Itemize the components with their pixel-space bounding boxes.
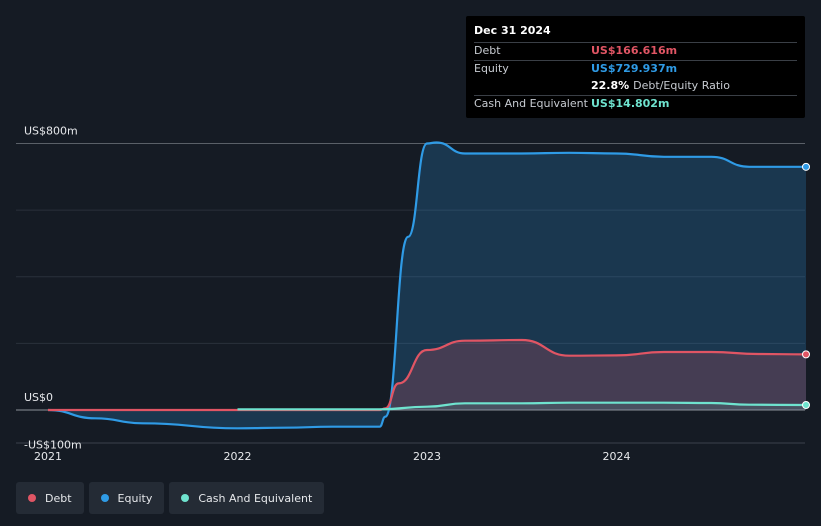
tooltip-equity-label: Equity (474, 62, 509, 75)
tooltip-cash-label: Cash And Equivalent (474, 97, 588, 110)
cash-dot-icon (181, 494, 190, 502)
line-cash-and-equivalent (237, 401, 807, 411)
legend-label-cash: Cash And Equivalent (198, 491, 313, 505)
legend: Debt Equity Cash And Equivalent (16, 482, 325, 514)
endpoint-cash-and-equivalent (802, 401, 810, 410)
legend-item-equity[interactable]: Equity (88, 482, 165, 514)
debt-dot-icon (28, 494, 36, 502)
y-axis-labels: US$800m US$0 -US$100m (24, 125, 82, 452)
endpoint-equity (802, 162, 810, 171)
line-equity (47, 141, 806, 430)
tooltip-row-ratio: 22.8% Debt/Equity Ratio (474, 78, 797, 95)
x-axis-labels: 2021 2022 2023 2024 (34, 450, 631, 463)
area-cash-and-equivalent (237, 402, 806, 410)
tooltip-ratio-label: Debt/Equity Ratio (633, 79, 730, 92)
equity-dot-icon (100, 494, 109, 502)
tooltip-row-equity: Equity US$729.937m (474, 60, 797, 78)
legend-item-cash[interactable]: Cash And Equivalent (169, 482, 325, 514)
legend-item-debt[interactable]: Debt (16, 482, 84, 514)
series-areas (48, 142, 806, 429)
tooltip-debt-value: US$166.616m (591, 44, 678, 57)
tooltip-ratio-value: 22.8% (591, 79, 630, 92)
y-tick-label: US$0 (24, 391, 53, 404)
tooltip-debt-label: Debt (474, 44, 501, 57)
series-endpoints (802, 162, 810, 410)
y-tick-label: US$800m (24, 125, 78, 138)
x-tick-label: 2021 (34, 450, 62, 463)
tooltip-row-cash: Cash And Equivalent US$14.802m (474, 95, 797, 113)
tooltip-panel: Dec 31 2024 Debt US$166.616m Equity US$7… (466, 16, 805, 118)
tooltip-cash-value: US$14.802m (591, 97, 670, 110)
x-tick-label: 2024 (603, 450, 631, 463)
series-lines (47, 141, 807, 430)
endpoint-debt (802, 350, 810, 359)
tooltip-date: Dec 31 2024 (474, 24, 551, 37)
y-tick-label: -US$100m (24, 438, 82, 451)
tooltip-equity-value: US$729.937m (591, 62, 678, 75)
legend-label-debt: Debt (45, 491, 72, 505)
legend-label-equity: Equity (117, 491, 153, 505)
tooltip-row-debt: Debt US$166.616m (474, 42, 797, 60)
area-debt (48, 340, 806, 410)
area-equity (48, 142, 806, 429)
x-tick-label: 2023 (413, 450, 441, 463)
x-tick-label: 2022 (224, 450, 252, 463)
